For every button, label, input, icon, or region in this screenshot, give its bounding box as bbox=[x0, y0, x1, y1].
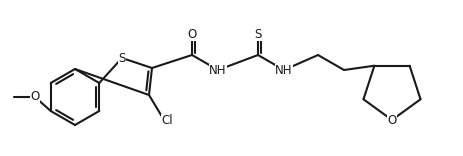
Text: S: S bbox=[254, 27, 262, 41]
Text: NH: NH bbox=[275, 63, 293, 76]
Text: Cl: Cl bbox=[161, 114, 173, 127]
Text: NH: NH bbox=[209, 63, 227, 76]
Text: O: O bbox=[31, 90, 40, 103]
Text: O: O bbox=[188, 27, 197, 41]
Text: S: S bbox=[119, 51, 125, 64]
Text: O: O bbox=[388, 114, 397, 127]
